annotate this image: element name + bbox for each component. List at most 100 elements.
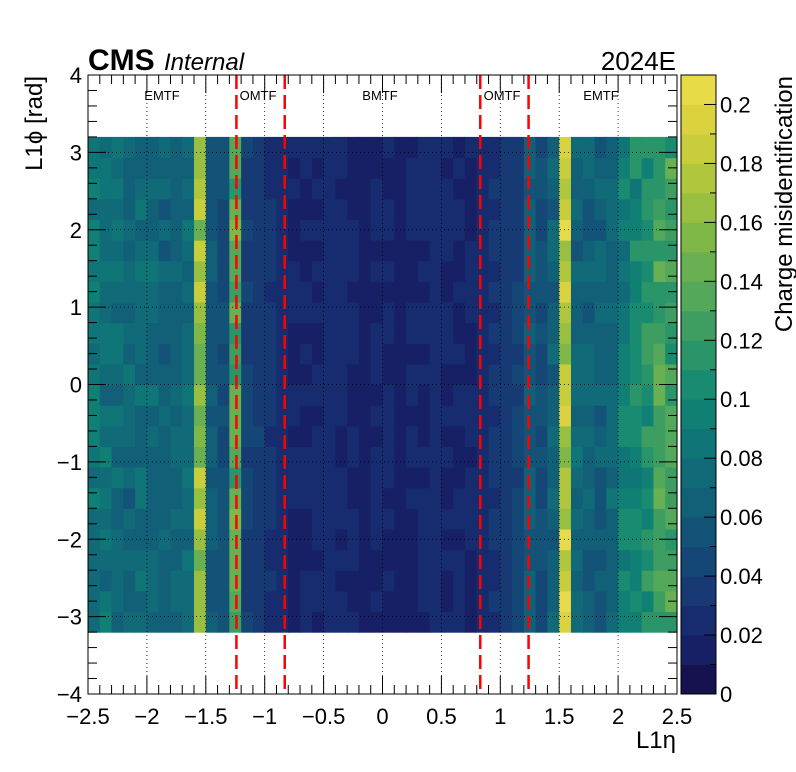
heatmap-cell — [311, 549, 325, 571]
heatmap-cell — [594, 136, 607, 159]
heatmap-cell — [311, 157, 325, 179]
internal-label: Internal — [164, 49, 245, 76]
heatmap-cell — [135, 570, 148, 592]
heatmap-cell — [417, 570, 431, 592]
heatmap-cell — [288, 405, 301, 427]
heatmap-cell — [288, 301, 301, 324]
heatmap-cell — [488, 157, 501, 179]
colorbar-swatch — [681, 192, 716, 223]
heatmap-cell — [158, 157, 172, 179]
heatmap-cell — [217, 590, 230, 613]
heatmap-cell — [441, 611, 454, 633]
heatmap-cell — [205, 198, 219, 221]
colorbar-swatch — [681, 163, 716, 194]
heatmap-cell — [429, 446, 442, 468]
heatmap-cell — [288, 136, 301, 159]
heatmap-cell — [653, 322, 666, 344]
heatmap-cell — [229, 281, 242, 303]
heatmap-cell — [311, 446, 325, 468]
heatmap-cell — [512, 611, 525, 633]
heatmap-cell — [135, 508, 148, 530]
heatmap-cell — [464, 260, 478, 282]
heatmap-cell — [323, 467, 336, 489]
heatmap-cell — [300, 425, 313, 447]
heatmap-cell — [205, 487, 219, 509]
heatmap-cell — [123, 590, 136, 613]
heatmap-cell — [535, 508, 549, 530]
heatmap-cell — [629, 240, 643, 262]
heatmap-cell — [146, 405, 160, 427]
heatmap-cell — [300, 219, 313, 241]
heatmap-cell — [264, 528, 278, 551]
heatmap-cell — [111, 425, 124, 447]
heatmap-cell — [441, 301, 454, 324]
heatmap-cell — [135, 219, 148, 241]
heatmap-cell — [406, 425, 419, 447]
heatmap-cell — [347, 467, 360, 489]
heatmap-cell — [535, 549, 549, 571]
heatmap-cell — [135, 487, 148, 509]
heatmap-cell — [217, 446, 230, 468]
heatmap-cell — [370, 343, 384, 365]
heatmap-cell — [488, 570, 501, 592]
heatmap-cell — [488, 425, 501, 447]
heatmap-cell — [523, 343, 537, 365]
heatmap-cell — [194, 446, 207, 468]
heatmap-cell — [170, 136, 183, 159]
heatmap-cell — [288, 446, 301, 468]
heatmap-cell — [135, 611, 148, 633]
heatmap-cell — [429, 198, 442, 221]
heatmap-cell — [99, 281, 113, 303]
heatmap-cell — [358, 570, 372, 592]
heatmap-cell — [194, 467, 207, 489]
heatmap-cell — [559, 260, 572, 282]
heatmap-cell — [358, 260, 372, 282]
heatmap-cell — [323, 281, 336, 303]
heatmap-cell — [559, 219, 572, 241]
heatmap-cell — [500, 384, 513, 406]
heatmap-cell — [441, 240, 454, 262]
heatmap-cell — [464, 301, 478, 324]
heatmap-cell — [264, 363, 278, 386]
heatmap-cell — [523, 363, 537, 386]
heatmap-cell — [111, 363, 124, 386]
colorbar: 0 0.02 0.04 0.06 0.08 0.1 0.12 0.14 0.16 0.18 0.2 — [681, 74, 763, 707]
heatmap-cell — [570, 178, 584, 200]
heatmap-cell — [606, 384, 619, 406]
heatmap-cell — [311, 611, 325, 633]
colorbar-swatch — [681, 635, 716, 666]
heatmap-cell — [594, 446, 607, 468]
heatmap-cell — [88, 301, 101, 324]
heatmap-cell — [358, 446, 372, 468]
heatmap-cell — [512, 198, 525, 221]
heatmap-cell — [217, 549, 230, 571]
heatmap-cell — [135, 301, 148, 324]
heatmap-cell — [453, 260, 466, 282]
heatmap-cell — [205, 343, 219, 365]
heatmap-cell — [570, 487, 584, 509]
heatmap-cell — [476, 425, 490, 447]
heatmap-cell — [358, 590, 372, 613]
heatmap-cell — [370, 508, 384, 530]
heatmap-cell — [135, 178, 148, 200]
heatmap-cell — [194, 570, 207, 592]
heatmap-cell — [276, 425, 289, 447]
heatmap-cell — [123, 425, 136, 447]
heatmap-cell — [570, 322, 584, 344]
heatmap-cell — [618, 281, 631, 303]
heatmap-cell — [523, 136, 537, 159]
heatmap-cell — [394, 405, 407, 427]
cms-label: CMS — [88, 44, 155, 77]
heatmap-cell — [547, 363, 560, 386]
heatmap-cell — [606, 446, 619, 468]
heatmap-cell — [252, 343, 266, 365]
heatmap-cell — [323, 343, 336, 365]
heatmap-cell — [170, 301, 183, 324]
heatmap-cell — [476, 301, 490, 324]
heatmap-cell — [523, 405, 537, 427]
heatmap-cell — [394, 425, 407, 447]
colorbar-swatch — [681, 369, 716, 400]
heatmap-cell — [476, 281, 490, 303]
heatmap-cell — [88, 363, 101, 386]
heatmap-cell — [417, 240, 431, 262]
